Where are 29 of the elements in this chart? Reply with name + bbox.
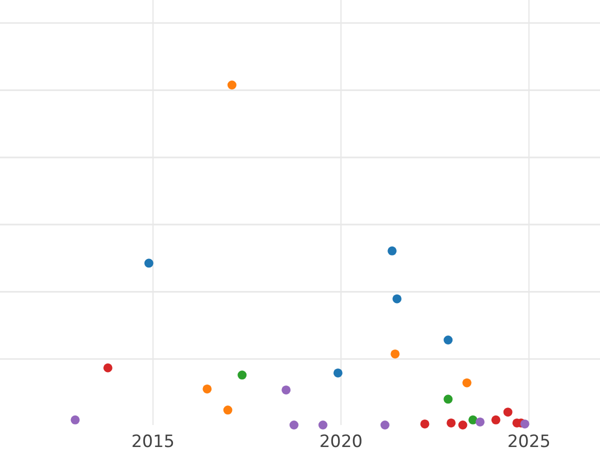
point [462,378,472,388]
point [390,349,400,358]
point [227,80,236,90]
point [223,406,232,415]
point [388,246,397,256]
point [103,363,112,372]
point [238,370,247,380]
point [476,417,485,426]
point [380,420,390,430]
x-tick-label: 2025 [507,432,551,450]
point [446,418,456,428]
point [289,420,298,430]
point [282,385,291,394]
x-tick-label: 2020 [319,432,363,450]
point [468,415,478,424]
point [70,415,80,424]
point [420,419,430,428]
point [491,415,500,424]
point [392,294,402,304]
point [318,420,328,430]
point [444,394,453,404]
point [503,408,512,417]
point [458,420,468,430]
x-tick-label: 2015 [131,432,175,450]
point [444,336,453,344]
point [333,368,342,378]
point [202,384,212,394]
point [520,419,530,428]
point [144,258,154,268]
